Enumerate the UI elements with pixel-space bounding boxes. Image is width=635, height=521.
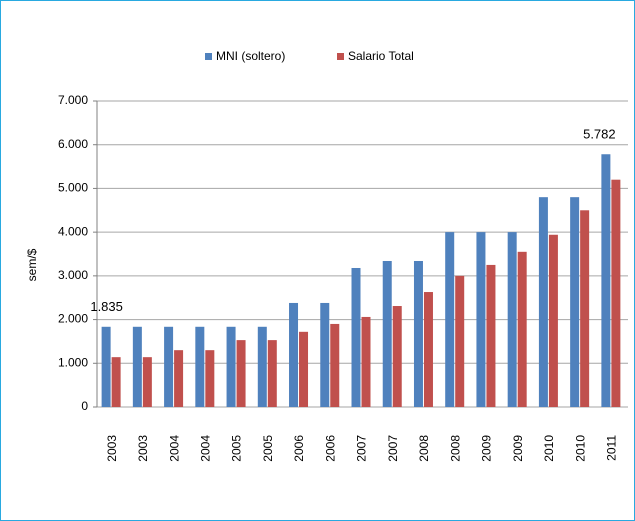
bar xyxy=(330,323,340,407)
bar xyxy=(423,292,433,407)
x-tick-label: 2009 xyxy=(480,435,494,462)
bar xyxy=(195,326,205,407)
bar xyxy=(486,264,496,407)
bar xyxy=(174,350,184,407)
bar xyxy=(101,326,111,407)
legend-label: Salario Total xyxy=(348,49,414,63)
bar xyxy=(538,197,548,407)
bar xyxy=(382,260,392,407)
bar xyxy=(517,251,527,407)
bar xyxy=(445,232,455,407)
y-axis-label: sem/$ xyxy=(25,248,39,281)
y-tick-label: 5.000 xyxy=(58,181,88,195)
bar xyxy=(548,234,558,407)
x-tick-label: 2005 xyxy=(230,435,244,462)
x-tick-label: 2010 xyxy=(542,435,556,462)
data-label: 5.782 xyxy=(583,127,616,142)
y-tick-label: 0 xyxy=(81,399,88,413)
bar xyxy=(236,340,246,407)
legend-swatch xyxy=(205,53,212,60)
bar xyxy=(351,267,361,407)
x-tick-label: 2009 xyxy=(511,435,525,462)
bar xyxy=(455,275,465,407)
x-tick-label: 2004 xyxy=(167,435,181,462)
bar xyxy=(476,232,486,407)
bar xyxy=(164,326,174,407)
legend-label: MNI (soltero) xyxy=(216,49,285,63)
bar xyxy=(111,357,121,407)
bar xyxy=(507,232,517,407)
y-tick-label: 1.000 xyxy=(58,355,88,369)
y-tick-label: 6.000 xyxy=(58,137,88,151)
x-tick-label: 2010 xyxy=(573,435,587,462)
bar xyxy=(267,340,277,407)
x-tick-label: 2005 xyxy=(261,435,275,462)
bar xyxy=(601,154,611,407)
bar xyxy=(361,316,371,407)
y-tick-label: 2.000 xyxy=(58,312,88,326)
x-tick-label: 2007 xyxy=(355,435,369,462)
data-label: 1.835 xyxy=(90,299,123,314)
x-tick-label: 2011 xyxy=(605,435,619,461)
bar xyxy=(320,302,330,407)
bar xyxy=(611,179,621,407)
bar xyxy=(205,350,215,407)
bar xyxy=(257,326,267,407)
x-tick-label: 2008 xyxy=(448,435,462,462)
legend-swatch xyxy=(337,53,344,60)
x-tick-label: 2008 xyxy=(417,435,431,462)
bar xyxy=(132,326,142,407)
bar xyxy=(570,197,580,407)
bar xyxy=(413,260,423,407)
bar xyxy=(580,210,590,407)
bar xyxy=(142,357,152,407)
bar xyxy=(226,326,236,407)
x-tick-label: 2003 xyxy=(136,435,150,462)
y-tick-label: 7.000 xyxy=(58,93,88,107)
bar xyxy=(299,331,309,407)
x-tick-label: 2007 xyxy=(386,435,400,462)
x-tick-label: 2004 xyxy=(198,435,212,462)
x-tick-label: 2006 xyxy=(323,435,337,462)
x-tick-label: 2003 xyxy=(105,435,119,462)
x-tick-label: 2006 xyxy=(292,435,306,462)
y-tick-label: 4.000 xyxy=(58,224,88,238)
y-tick-label: 3.000 xyxy=(58,268,88,282)
bar xyxy=(289,302,299,407)
bar xyxy=(392,306,402,407)
